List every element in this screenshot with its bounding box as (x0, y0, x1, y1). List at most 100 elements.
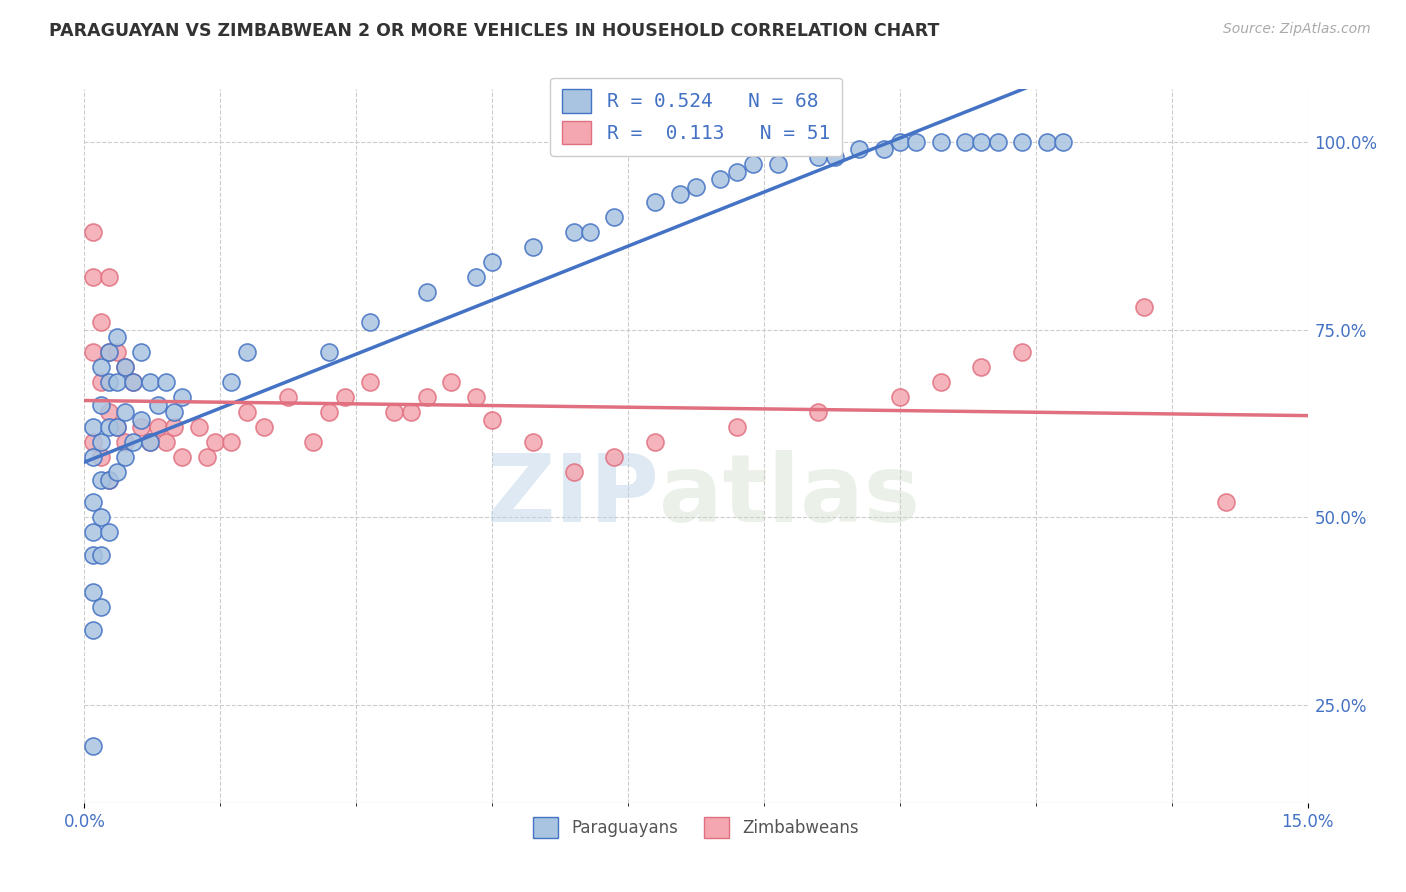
Point (219, 375, 242, 389)
Point (82, 585, 104, 599)
Point (122, 375, 145, 389)
Point (277, 390, 299, 404)
Point (481, 413, 503, 427)
Point (114, 405, 136, 419)
Point (97, 525, 120, 540)
Point (97, 420, 120, 434)
Point (824, 150, 846, 164)
Point (82, 270, 104, 285)
Point (90, 473, 112, 487)
Point (204, 435, 226, 450)
Text: ZIP: ZIP (486, 450, 659, 542)
Point (644, 194, 666, 209)
Point (889, 390, 911, 404)
Point (236, 405, 259, 419)
Point (1215, 495, 1237, 509)
Point (195, 450, 218, 465)
Point (97, 375, 120, 389)
Point (90, 548, 112, 562)
Point (562, 465, 585, 479)
Point (725, 420, 748, 434)
Point (97, 270, 120, 285)
Point (131, 413, 153, 427)
Point (399, 405, 422, 419)
Point (82, 345, 104, 359)
Point (163, 420, 186, 434)
Point (105, 420, 128, 434)
Point (155, 435, 177, 450)
Point (685, 179, 707, 194)
Point (848, 142, 870, 156)
Point (90, 600, 112, 615)
Point (131, 345, 153, 359)
Point (105, 330, 128, 344)
Point (114, 450, 136, 465)
Point (742, 157, 765, 171)
Point (131, 420, 153, 434)
Point (90, 435, 112, 450)
Point (807, 150, 830, 164)
Point (335, 390, 357, 404)
Point (668, 187, 690, 202)
Point (807, 405, 830, 419)
Point (253, 420, 276, 434)
Point (105, 420, 128, 434)
Point (481, 255, 503, 269)
Point (138, 435, 160, 450)
Point (105, 465, 128, 479)
Point (464, 390, 486, 404)
Point (97, 405, 120, 419)
Point (146, 398, 169, 412)
Point (464, 270, 486, 285)
Legend: Paraguayans, Zimbabweans: Paraguayans, Zimbabweans (527, 811, 865, 845)
Point (579, 225, 602, 239)
Point (644, 435, 666, 450)
Point (82, 495, 104, 509)
Point (82, 420, 104, 434)
Point (359, 315, 381, 329)
Point (359, 375, 381, 389)
Point (603, 210, 626, 224)
Point (522, 435, 544, 450)
Point (1052, 135, 1074, 149)
Point (122, 435, 145, 450)
Point (1011, 345, 1033, 359)
Point (709, 172, 731, 186)
Point (929, 375, 952, 389)
Point (522, 240, 544, 254)
Point (953, 135, 976, 149)
Point (219, 435, 242, 450)
Point (90, 360, 112, 375)
Point (163, 405, 186, 419)
Point (97, 345, 120, 359)
Point (172, 390, 194, 404)
Point (872, 142, 894, 156)
Point (416, 390, 439, 404)
Point (122, 375, 145, 389)
Point (187, 420, 209, 434)
Point (82, 548, 104, 562)
Point (90, 510, 112, 524)
Point (889, 135, 911, 149)
Point (725, 165, 748, 179)
Point (82, 623, 104, 637)
Point (114, 435, 136, 450)
Point (603, 450, 626, 465)
Point (172, 450, 194, 465)
Point (440, 375, 463, 389)
Point (138, 375, 160, 389)
Point (82, 450, 104, 465)
Point (970, 360, 993, 375)
Point (146, 420, 169, 434)
Text: PARAGUAYAN VS ZIMBABWEAN 2 OR MORE VEHICLES IN HOUSEHOLD CORRELATION CHART: PARAGUAYAN VS ZIMBABWEAN 2 OR MORE VEHIC… (49, 22, 939, 40)
Text: atlas: atlas (659, 450, 921, 542)
Point (1011, 135, 1033, 149)
Point (105, 345, 128, 359)
Point (82, 225, 104, 239)
Point (155, 375, 177, 389)
Point (1133, 300, 1156, 314)
Point (105, 375, 128, 389)
Point (905, 135, 928, 149)
Point (90, 375, 112, 389)
Point (766, 157, 789, 171)
